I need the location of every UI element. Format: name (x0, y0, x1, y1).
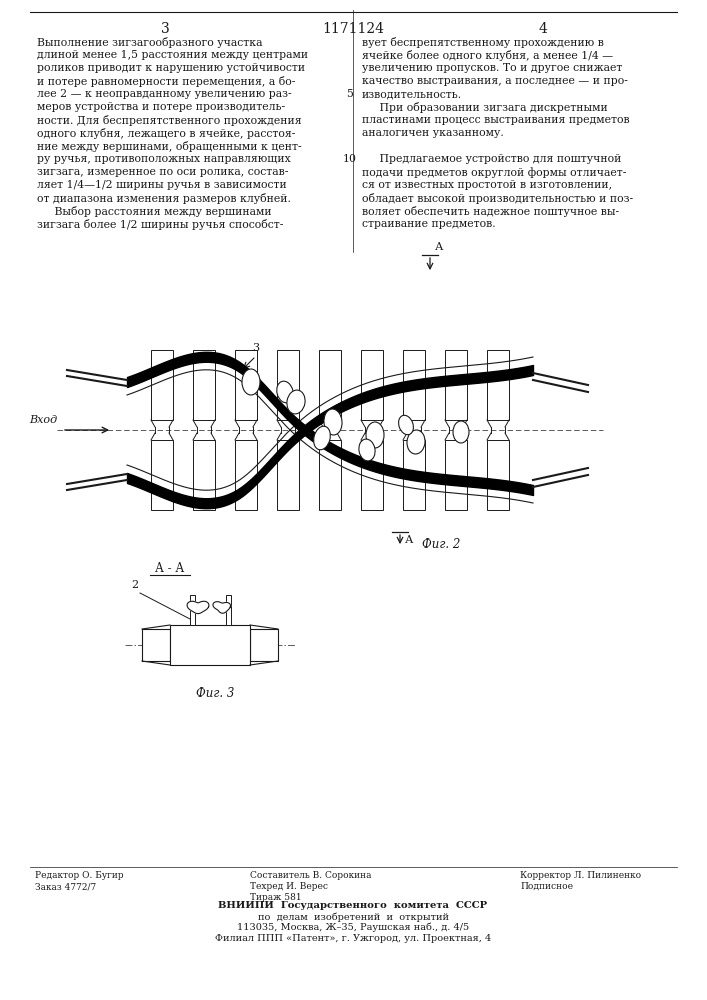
Bar (142, 629, 170, 661)
Text: лее 2 — к неоправданному увеличению раз-: лее 2 — к неоправданному увеличению раз- (37, 89, 291, 99)
Text: Выполнение зигзагообразного участка: Выполнение зигзагообразного участка (37, 37, 262, 48)
Bar (403, 350, 425, 420)
Text: Техред И. Верес: Техред И. Верес (250, 882, 328, 891)
Text: зигзага, измеренное по оси ролика, состав-: зигзага, измеренное по оси ролика, соста… (37, 167, 288, 177)
Ellipse shape (453, 421, 469, 443)
Text: 10: 10 (343, 154, 357, 164)
Text: аналогичен указанному.: аналогичен указанному. (362, 128, 504, 138)
Bar (170, 625, 250, 665)
Bar (403, 440, 425, 510)
Text: зигзага более 1/2 ширины ручья способст-: зигзага более 1/2 ширины ручья способст- (37, 219, 284, 230)
Ellipse shape (359, 439, 375, 461)
Bar (151, 440, 173, 510)
Bar (487, 440, 509, 510)
Ellipse shape (324, 409, 342, 435)
Bar (277, 350, 299, 420)
Text: 1171124: 1171124 (322, 22, 384, 36)
Text: по  делам  изобретений  и  открытий: по делам изобретений и открытий (257, 912, 448, 922)
Bar (361, 350, 383, 420)
Bar (445, 440, 467, 510)
Bar (250, 629, 278, 661)
Bar (445, 350, 467, 420)
Text: и потере равномерности перемещения, а бо-: и потере равномерности перемещения, а бо… (37, 76, 296, 87)
Ellipse shape (276, 381, 293, 403)
Text: 113035, Москва, Ж–35, Раушская наб., д. 4/5: 113035, Москва, Ж–35, Раушская наб., д. … (237, 923, 469, 932)
Text: А - А: А - А (156, 562, 185, 575)
Text: Корректор Л. Пилиненко: Корректор Л. Пилиненко (520, 871, 641, 880)
Text: Филиал ППП «Патент», г. Ужгород, ул. Проектная, 4: Филиал ППП «Патент», г. Ужгород, ул. Про… (215, 934, 491, 943)
Ellipse shape (287, 390, 305, 414)
Text: 3: 3 (160, 22, 170, 36)
Ellipse shape (399, 415, 414, 435)
Text: ляет 1/4—1/2 ширины ручья в зависимости: ляет 1/4—1/2 ширины ручья в зависимости (37, 180, 287, 190)
Text: длиной менее 1,5 расстояния между центрами: длиной менее 1,5 расстояния между центра… (37, 50, 308, 60)
Bar (189, 595, 194, 625)
Ellipse shape (366, 422, 384, 448)
Text: 2: 2 (132, 580, 139, 590)
Text: 4: 4 (539, 22, 547, 36)
Text: Подписное: Подписное (520, 882, 573, 891)
Text: ся от известных простотой в изготовлении,: ся от известных простотой в изготовлении… (362, 180, 612, 190)
Text: увеличению пропусков. То и другое снижает: увеличению пропусков. То и другое снижае… (362, 63, 622, 73)
Bar (487, 350, 509, 420)
Text: Вход: Вход (29, 415, 57, 425)
Text: Выбор расстояния между вершинами: Выбор расстояния между вершинами (37, 206, 271, 217)
Text: 3: 3 (252, 343, 259, 353)
Bar (235, 350, 257, 420)
Text: изводительность.: изводительность. (362, 89, 462, 99)
Bar (361, 440, 383, 510)
Text: страивание предметов.: страивание предметов. (362, 219, 496, 229)
Text: ВНИИПИ  Государственного  комитета  СССР: ВНИИПИ Государственного комитета СССР (218, 901, 488, 910)
Text: А: А (405, 535, 414, 545)
Text: вует беспрепятственному прохождению в: вует беспрепятственному прохождению в (362, 37, 604, 48)
Text: ру ручья, противоположных направляющих: ру ручья, противоположных направляющих (37, 154, 291, 164)
Ellipse shape (407, 430, 425, 454)
Text: меров устройства и потере производитель-: меров устройства и потере производитель- (37, 102, 285, 112)
Text: ности. Для беспрепятственного прохождения: ности. Для беспрепятственного прохождени… (37, 115, 302, 126)
Bar (193, 350, 215, 420)
Text: пластинами процесс выстраивания предметов: пластинами процесс выстраивания предмето… (362, 115, 630, 125)
Text: Заказ 4772/7: Заказ 4772/7 (35, 883, 96, 892)
Text: роликов приводит к нарушению устойчивости: роликов приводит к нарушению устойчивост… (37, 63, 305, 73)
Text: Редактор О. Бугир: Редактор О. Бугир (35, 871, 124, 880)
Text: обладает высокой производительностью и поз-: обладает высокой производительностью и п… (362, 193, 633, 204)
Text: ячейке более одного клубня, а менее 1/4 —: ячейке более одного клубня, а менее 1/4 … (362, 50, 613, 61)
Polygon shape (213, 602, 230, 613)
Text: Предлагаемое устройство для поштучной: Предлагаемое устройство для поштучной (362, 154, 621, 164)
Text: 5: 5 (346, 89, 354, 99)
Text: ние между вершинами, обращенными к цент-: ние между вершинами, обращенными к цент- (37, 141, 302, 152)
Text: воляет обеспечить надежное поштучное вы-: воляет обеспечить надежное поштучное вы- (362, 206, 619, 217)
Bar (226, 595, 230, 625)
Bar (151, 350, 173, 420)
Text: Фиг. 3: Фиг. 3 (196, 687, 234, 700)
Ellipse shape (314, 426, 330, 450)
Text: от диапазона изменения размеров клубней.: от диапазона изменения размеров клубней. (37, 193, 291, 204)
Text: Фиг. 2: Фиг. 2 (422, 538, 460, 550)
Polygon shape (187, 601, 209, 614)
Ellipse shape (242, 369, 260, 395)
Text: качество выстраивания, а последнее — и про-: качество выстраивания, а последнее — и п… (362, 76, 628, 86)
Bar (277, 440, 299, 510)
Text: А: А (435, 242, 443, 252)
Text: подачи предметов округлой формы отличает-: подачи предметов округлой формы отличает… (362, 167, 626, 178)
Bar (319, 350, 341, 420)
Bar (235, 440, 257, 510)
Text: Составитель В. Сорокина: Составитель В. Сорокина (250, 871, 371, 880)
Text: одного клубня, лежащего в ячейке, расстоя-: одного клубня, лежащего в ячейке, рассто… (37, 128, 296, 139)
Bar (193, 440, 215, 510)
Text: Тираж 581: Тираж 581 (250, 893, 302, 902)
Bar (319, 440, 341, 510)
Text: При образовании зигзага дискретными: При образовании зигзага дискретными (362, 102, 608, 113)
